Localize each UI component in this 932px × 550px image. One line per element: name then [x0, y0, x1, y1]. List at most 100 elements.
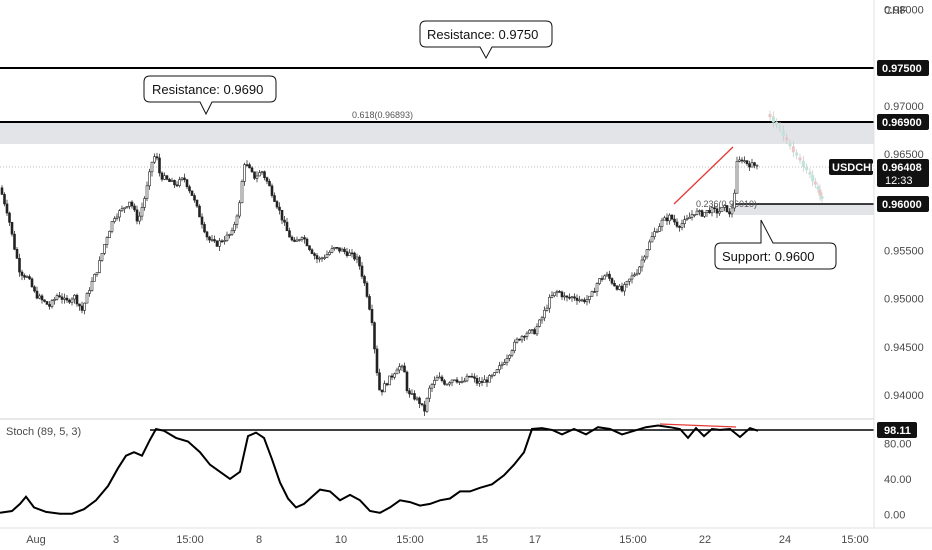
candle-body	[215, 240, 219, 247]
candle-body	[473, 376, 476, 379]
stoch-title: Stoch (89, 5, 3)	[6, 426, 81, 438]
candle-body	[423, 404, 426, 412]
candle-body	[695, 210, 699, 215]
candle-body	[430, 384, 434, 389]
candle-body	[413, 393, 416, 400]
candle-body	[715, 208, 719, 214]
candle-body	[720, 207, 724, 212]
projection-candle	[811, 175, 815, 182]
candle-body	[635, 272, 639, 276]
callout-resistance-0.9750-text: Resistance: 0.9750	[427, 27, 538, 42]
projection-candle	[788, 142, 792, 146]
candle-body	[8, 212, 11, 223]
candle-body	[545, 307, 549, 311]
candle-body	[348, 252, 351, 256]
candle-body	[580, 299, 584, 302]
candle-body	[633, 274, 636, 277]
stoch-tick-label: 80.00	[884, 438, 912, 450]
candle-body	[358, 256, 361, 267]
candle-body	[240, 181, 244, 204]
candle-body	[325, 254, 329, 258]
time-tick-label: 24	[779, 534, 791, 546]
candle-body	[723, 205, 726, 208]
candle-body	[558, 291, 561, 293]
candle-body	[218, 240, 221, 247]
candle-body	[353, 252, 356, 260]
candle-body	[528, 329, 531, 334]
candle-body	[595, 283, 599, 292]
candle-body	[533, 329, 536, 335]
candle-body	[390, 375, 394, 378]
candle-body	[320, 257, 324, 260]
time-tick-label: 15:00	[396, 534, 424, 546]
level-tag-0.96900: 0.96900	[877, 114, 929, 130]
candle-body	[190, 190, 194, 196]
candle-body	[480, 381, 484, 383]
candle-body	[298, 239, 301, 241]
candle-body	[660, 219, 664, 227]
callout-support-0.9600[interactable]: Support: 0.9600	[714, 219, 837, 270]
candle-body	[260, 171, 264, 173]
candle-body	[603, 275, 606, 280]
candle-body	[570, 296, 574, 299]
candle-body	[355, 256, 359, 260]
candle-body	[593, 291, 596, 293]
candle-body	[275, 201, 279, 208]
candle-body	[273, 195, 276, 202]
candle-body	[138, 215, 141, 222]
candle-body	[10, 221, 14, 235]
price-tick-label: 0.95000	[884, 294, 924, 306]
countdown: 12:33	[885, 175, 913, 187]
candle-body	[753, 162, 756, 166]
projection-candle	[808, 171, 812, 175]
projection-candle	[785, 137, 789, 141]
candle-body	[735, 161, 739, 194]
candle-body	[103, 244, 106, 254]
candle-body	[293, 239, 296, 242]
candle-body	[433, 380, 436, 385]
callout-resistance-0.9750[interactable]: Resistance: 0.9750	[419, 20, 553, 60]
candle-body	[665, 217, 669, 222]
candle-body	[658, 226, 661, 232]
candle-body	[618, 285, 621, 290]
candle-body	[235, 215, 239, 225]
candle-body	[238, 202, 241, 217]
candle-body	[388, 375, 391, 386]
candle-body	[23, 275, 26, 278]
callout-resistance-0.9690[interactable]: Resistance: 0.9690	[143, 75, 277, 116]
candle-body	[693, 214, 696, 216]
candle-body	[490, 374, 494, 377]
candle-body	[28, 276, 31, 280]
candle-body	[688, 216, 691, 219]
candle-body	[600, 278, 604, 280]
time-tick-label: 15:00	[176, 534, 204, 546]
candle-body	[608, 273, 611, 279]
candle-body	[263, 171, 266, 178]
candle-body	[508, 354, 511, 359]
last-price-tag: 0.96408 12:33	[877, 159, 929, 187]
svg-text:USDCHF: USDCHF	[832, 162, 878, 174]
candle-body	[163, 175, 166, 180]
candle-body	[88, 290, 91, 294]
candle-body	[460, 381, 464, 383]
candle-body	[130, 201, 134, 207]
candle-body	[155, 156, 159, 159]
candle-body	[265, 177, 269, 182]
candle-body	[743, 160, 746, 162]
candle-body	[655, 231, 659, 233]
time-tick-label: Aug	[26, 534, 46, 546]
fib-0618-label: 0.618(0.96893)	[352, 110, 413, 120]
candle-body	[200, 216, 204, 225]
projection-candle	[795, 152, 799, 156]
candle-body	[745, 160, 749, 165]
candle-body	[563, 295, 566, 298]
candle-body	[178, 179, 181, 186]
candle-body	[568, 296, 571, 299]
candle-body	[220, 240, 224, 243]
candle-body	[173, 180, 176, 186]
candle-body	[560, 291, 564, 298]
candle-body	[0, 187, 4, 195]
candle-body	[20, 271, 24, 276]
